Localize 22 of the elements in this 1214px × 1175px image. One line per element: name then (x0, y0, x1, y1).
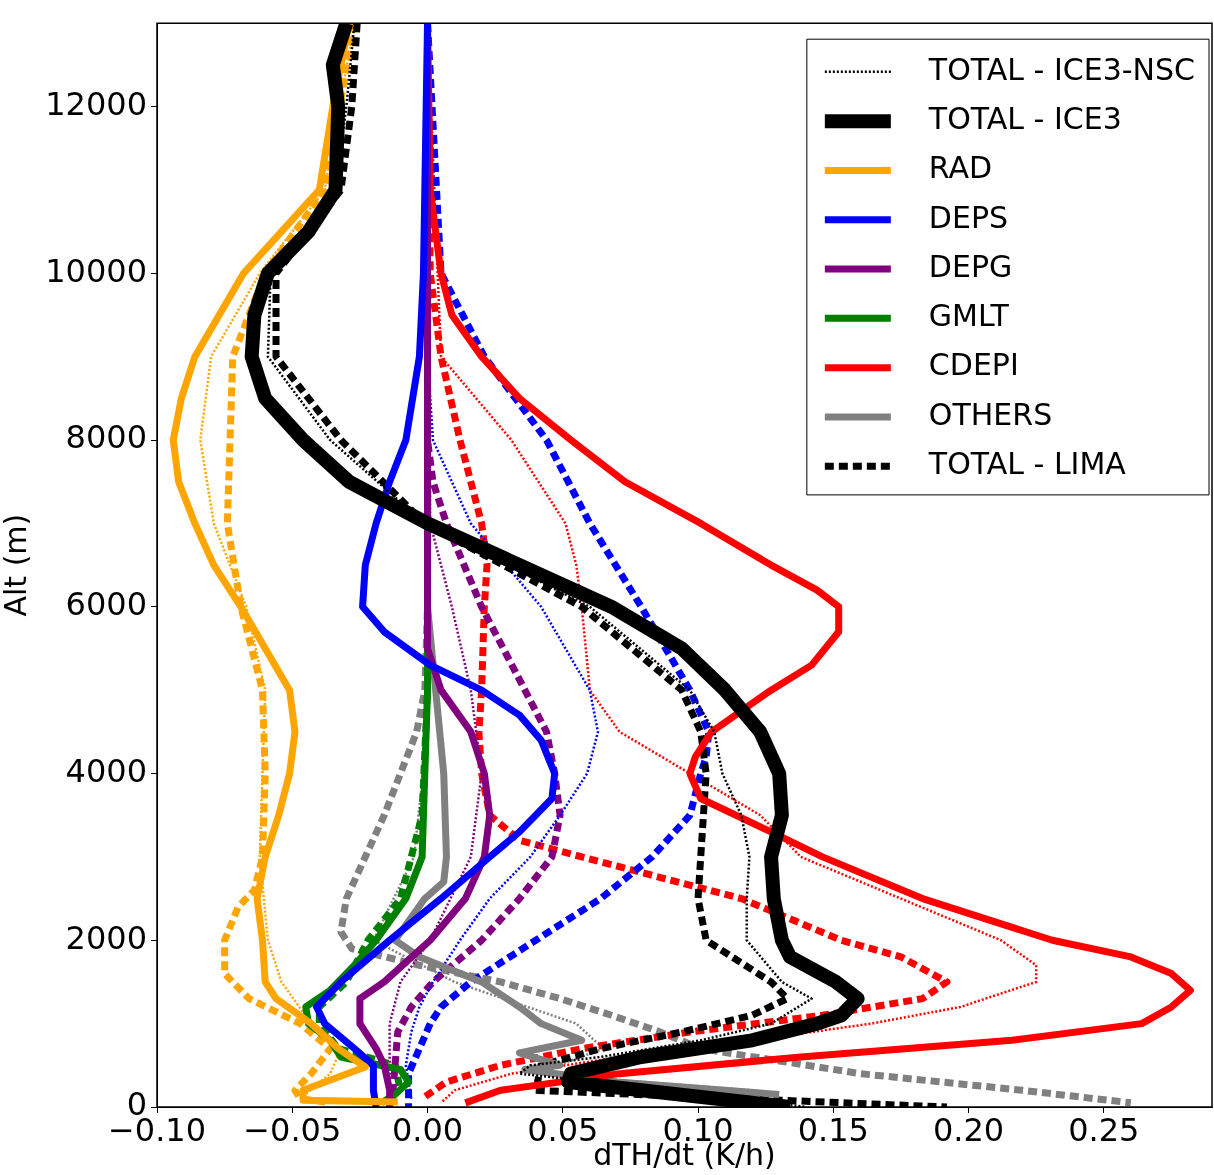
y-tick-label: 6000 (65, 585, 147, 624)
x-tick-label: 0.20 (932, 1110, 1005, 1149)
x-tick-label: 0.25 (1068, 1110, 1140, 1149)
x-tick-label: −0.05 (243, 1110, 342, 1149)
y-tick-label: 2000 (65, 918, 147, 957)
legend-label: CDEPI (928, 347, 1019, 383)
legend-label: OTHERS (928, 396, 1053, 432)
legend-label: TOTAL - ICE3 (927, 100, 1122, 136)
y-axis-title: Alt (m) (0, 513, 33, 617)
y-tick-label: 8000 (65, 418, 147, 457)
legend-label: DEPG (928, 248, 1013, 284)
y-tick-label: 12000 (45, 84, 147, 123)
legend-label: RAD (928, 150, 993, 186)
legend-label: TOTAL - LIMA (927, 446, 1127, 482)
x-tick-label: 0.15 (797, 1110, 869, 1149)
x-tick-label: 0.05 (527, 1110, 599, 1149)
y-tick-label: 4000 (65, 751, 147, 790)
legend-label: DEPS (928, 199, 1009, 235)
legend-label: GMLT (928, 298, 1010, 334)
legend-label: TOTAL - ICE3-NSC (927, 51, 1196, 87)
x-tick-label: 0.00 (391, 1110, 464, 1149)
y-tick-label: 10000 (45, 251, 147, 290)
